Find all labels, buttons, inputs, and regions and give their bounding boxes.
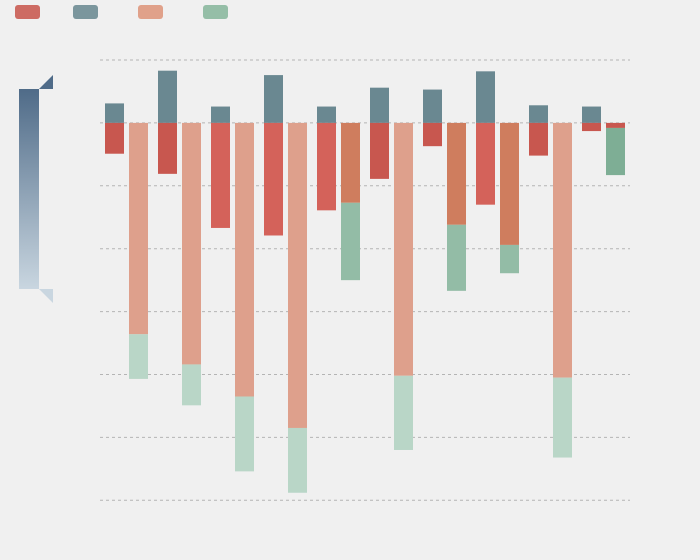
bar-7-left-0 [476,122,495,205]
legend [15,5,228,19]
bar-1-right-1 [182,364,201,406]
bar-6-right-0 [447,122,466,225]
legend-swatch-1 [73,5,98,19]
bar-1-right-0 [182,122,201,365]
bar-6-positive [423,89,442,123]
bar-8-left-0 [529,122,548,156]
bar-7-right-1 [500,244,519,274]
bar-0-right-0 [129,122,148,335]
bar-3-right-0 [288,122,307,428]
color-scale-bar [19,89,39,289]
bar-5-left-0 [370,122,389,179]
bar-3-right-1 [288,427,307,493]
bar-6-right-1 [447,224,466,291]
color-scale [19,75,53,303]
color-scale-top-marker [39,75,53,89]
color-scale-bottom-marker [39,289,53,303]
bar-8-right-0 [553,122,572,378]
grid [100,59,630,501]
bar-5-right-1 [394,375,413,450]
bar-2-left-0 [211,122,230,228]
bar-1-left-0 [158,122,177,174]
bar-9-right-1 [606,127,625,176]
bar-2-right-0 [235,122,254,397]
bar-5-right-0 [394,122,413,376]
bar-1-positive [158,70,177,123]
bar-9-left-0 [582,122,601,132]
bar-7-right-0 [500,122,519,245]
legend-swatch-2 [138,5,163,19]
bar-8-right-1 [553,377,572,458]
bar-6-left-0 [423,122,442,147]
bar-2-right-1 [235,396,254,472]
legend-swatch-0 [15,5,40,19]
legend-swatch-3 [203,5,228,19]
bar-4-positive [317,106,336,123]
bar-0-left-0 [105,122,124,154]
bar-9-positive [582,106,601,123]
bars [105,70,625,493]
bar-8-positive [529,105,548,123]
bar-4-right-0 [341,122,360,203]
bar-5-positive [370,87,389,123]
bar-0-positive [105,103,124,123]
bar-7-positive [476,71,495,123]
bar-4-left-0 [317,122,336,211]
bar-3-left-0 [264,122,283,236]
bar-0-right-1 [129,334,148,379]
bar-2-positive [211,106,230,123]
bar-4-right-1 [341,202,360,281]
bar-9-right-0 [606,122,625,128]
bar-3-positive [264,75,283,123]
